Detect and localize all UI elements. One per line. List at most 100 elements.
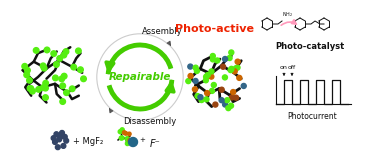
Circle shape — [119, 136, 123, 140]
Circle shape — [40, 85, 46, 90]
Circle shape — [241, 83, 246, 88]
Circle shape — [211, 57, 215, 62]
Circle shape — [211, 82, 216, 87]
Circle shape — [228, 68, 233, 73]
Circle shape — [235, 65, 240, 70]
Circle shape — [53, 140, 57, 144]
Text: Photo-catalyst: Photo-catalyst — [276, 42, 345, 51]
Circle shape — [222, 75, 228, 80]
Circle shape — [195, 93, 200, 98]
Circle shape — [61, 144, 66, 148]
Circle shape — [33, 48, 39, 53]
Circle shape — [118, 130, 122, 134]
Circle shape — [124, 132, 128, 135]
Circle shape — [43, 85, 48, 91]
Circle shape — [130, 140, 134, 144]
Circle shape — [215, 58, 220, 63]
Circle shape — [225, 98, 230, 103]
Circle shape — [198, 95, 203, 100]
Circle shape — [193, 78, 198, 83]
Circle shape — [229, 50, 234, 55]
Circle shape — [28, 86, 34, 91]
Circle shape — [61, 52, 67, 58]
Circle shape — [76, 48, 81, 54]
Circle shape — [194, 68, 200, 73]
Text: Repairable: Repairable — [109, 72, 171, 82]
Circle shape — [193, 65, 198, 70]
Circle shape — [219, 87, 224, 92]
Circle shape — [60, 83, 65, 89]
Circle shape — [43, 95, 48, 100]
Circle shape — [205, 73, 210, 78]
Text: + MgF₂: + MgF₂ — [73, 137, 103, 145]
Text: Photo-active: Photo-active — [175, 24, 254, 34]
Circle shape — [54, 62, 59, 67]
Circle shape — [57, 137, 62, 142]
Circle shape — [229, 95, 234, 100]
Circle shape — [53, 75, 58, 81]
Circle shape — [204, 74, 209, 79]
Circle shape — [120, 128, 124, 132]
Circle shape — [120, 136, 124, 140]
Circle shape — [41, 65, 47, 71]
Circle shape — [71, 64, 76, 70]
Circle shape — [127, 132, 131, 136]
Circle shape — [44, 47, 50, 53]
Circle shape — [209, 74, 214, 79]
Circle shape — [192, 87, 197, 92]
Circle shape — [199, 98, 204, 103]
Circle shape — [62, 134, 67, 139]
Circle shape — [213, 102, 218, 107]
Circle shape — [58, 134, 63, 139]
FancyArrowPatch shape — [281, 20, 296, 25]
Circle shape — [226, 106, 231, 111]
Circle shape — [40, 63, 46, 69]
Circle shape — [57, 56, 62, 61]
Circle shape — [29, 88, 35, 94]
Circle shape — [219, 98, 224, 103]
Circle shape — [223, 57, 228, 62]
Text: Disassembly: Disassembly — [123, 116, 177, 126]
Circle shape — [227, 56, 232, 61]
Circle shape — [36, 87, 42, 92]
Circle shape — [235, 59, 240, 64]
Text: +: + — [139, 137, 145, 143]
Circle shape — [210, 53, 215, 58]
Circle shape — [56, 145, 60, 150]
Circle shape — [122, 131, 126, 134]
Circle shape — [61, 73, 67, 79]
Circle shape — [63, 49, 69, 54]
Circle shape — [27, 86, 33, 91]
Circle shape — [22, 64, 28, 69]
Circle shape — [232, 69, 237, 74]
Circle shape — [229, 66, 234, 71]
Circle shape — [125, 137, 129, 141]
Circle shape — [188, 74, 193, 79]
Text: on: on — [280, 65, 288, 70]
Circle shape — [209, 69, 214, 74]
Circle shape — [129, 138, 138, 146]
Circle shape — [64, 90, 69, 95]
Circle shape — [203, 78, 208, 83]
Circle shape — [204, 97, 209, 102]
Circle shape — [231, 90, 235, 95]
Circle shape — [64, 138, 68, 143]
Circle shape — [51, 136, 56, 140]
Circle shape — [229, 103, 234, 108]
Circle shape — [234, 66, 239, 71]
Circle shape — [188, 64, 193, 69]
Circle shape — [54, 132, 59, 137]
Text: Photocurrent: Photocurrent — [287, 112, 337, 121]
Circle shape — [60, 131, 64, 135]
Text: off: off — [288, 65, 296, 70]
Circle shape — [59, 76, 65, 82]
Circle shape — [24, 72, 29, 78]
Text: Assembly: Assembly — [142, 27, 182, 35]
Circle shape — [128, 139, 132, 142]
Circle shape — [209, 88, 215, 93]
Circle shape — [27, 78, 32, 83]
Circle shape — [204, 91, 210, 96]
Circle shape — [221, 64, 226, 69]
Circle shape — [25, 68, 30, 73]
Circle shape — [70, 86, 75, 92]
